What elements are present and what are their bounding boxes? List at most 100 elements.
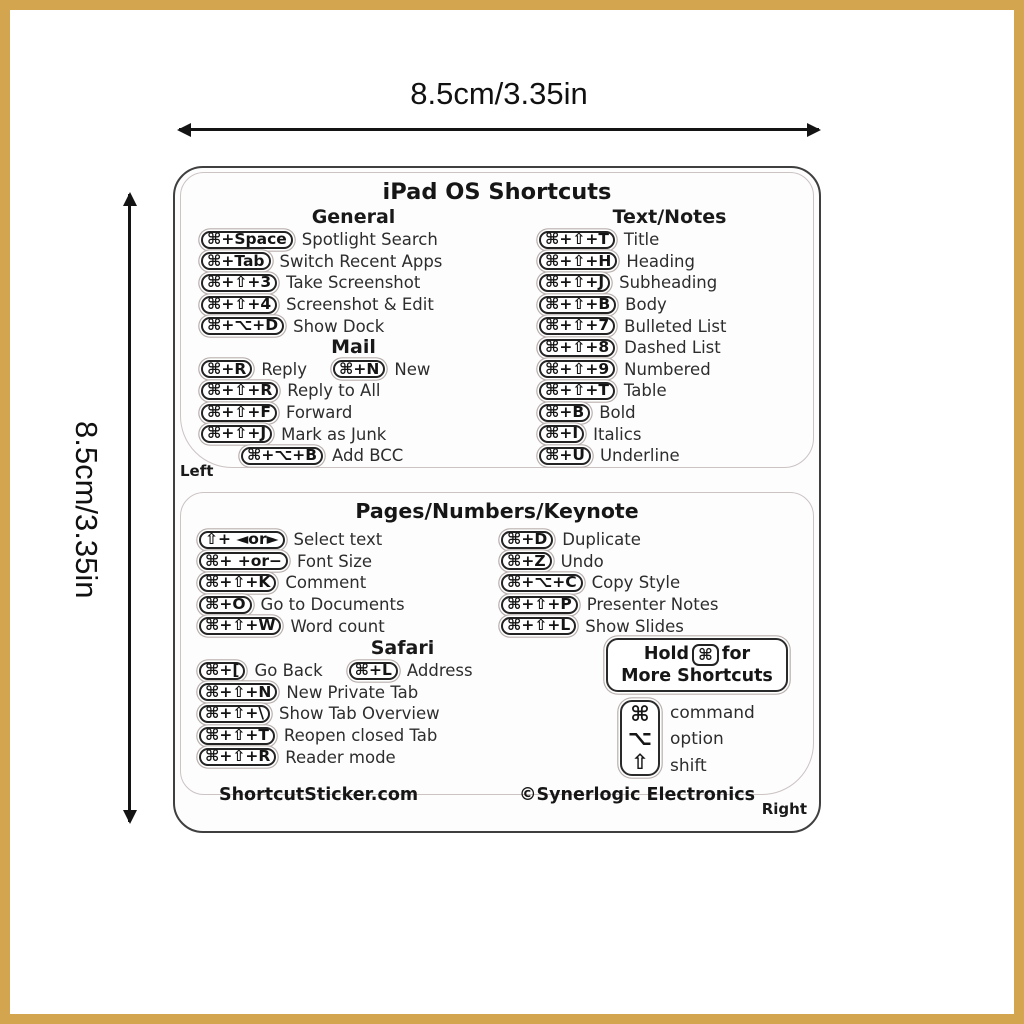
shortcut-description: Numbered: [624, 359, 711, 379]
shortcut-row: ⌘+⇧+H Heading: [539, 251, 813, 273]
keycap: ⌘+L: [348, 661, 398, 680]
shortcut-description: Reopen closed Tab: [283, 726, 438, 746]
copyright-text: ©Synerlogic Electronics: [519, 784, 755, 805]
shortcut-description: Font Size: [297, 551, 373, 571]
shortcut-description: New Private Tab: [286, 682, 419, 702]
keycap: ⌘+⌥+B: [241, 446, 324, 465]
shortcut-description: Reply: [261, 359, 308, 379]
shortcut-row: ⌘+⇧+\ Show Tab Overview: [199, 703, 606, 725]
shortcut-description: Show Dock: [293, 316, 385, 336]
shortcut-description: Undo: [560, 551, 604, 571]
shortcut-row: ⌘+⇧+7 Bulleted List: [539, 315, 813, 337]
option-label: option: [670, 729, 724, 750]
shortcut-description: Table: [623, 381, 667, 401]
brand-website: ShortcutSticker.com: [219, 784, 419, 805]
shortcut-description: Body: [625, 295, 667, 315]
shortcut-row: ⌘+⇧+L Show Slides: [501, 615, 813, 637]
shortcut-description: Spotlight Search: [301, 230, 438, 250]
left-sticker-tag: Left: [180, 462, 214, 480]
keycap: ⌘+⇧+W: [199, 617, 282, 636]
width-arrow: [177, 123, 821, 137]
command-icon: ⌘: [630, 701, 650, 726]
shortcut-description: Select text: [293, 530, 383, 550]
shortcut-description: Underline: [599, 446, 680, 466]
shortcut-row: ⌘+O Go to Documents: [199, 594, 501, 616]
keycap: ⌘+⇧+K: [199, 573, 277, 592]
command-label: command: [670, 702, 755, 723]
keycap: ⌘+⇧+R: [199, 748, 277, 767]
keycap: ⌘+Tab: [201, 252, 271, 271]
keycap: ⌘+⌥+D: [201, 317, 285, 336]
keycap: ⌘+⇧+9: [539, 360, 616, 379]
shortcut-row: ⌘+⌥+D Show Dock: [201, 315, 526, 337]
shortcut-description: Show Tab Overview: [279, 704, 440, 724]
shortcut-description: Dashed List: [624, 338, 721, 358]
keycap: ⌘+⇧+3: [201, 273, 278, 292]
keycap: ⌘+⇧+8: [539, 338, 616, 357]
shortcut-row: ⌘+⇧+9 Numbered: [539, 359, 813, 381]
shortcut-row: ⌘+⇧+T Reopen closed Tab: [199, 725, 606, 747]
shortcut-row: ⌘+Z Undo: [501, 551, 813, 573]
shortcut-row: ⌘+⇧+R Reader mode: [199, 746, 606, 768]
sticker-sheet: iPad OS Shortcuts General ⌘+Space Spotlig…: [173, 166, 821, 833]
keycap: ⌘+⇧+4: [201, 295, 278, 314]
shortcut-row: ⌘+ +or− Font Size: [199, 551, 501, 573]
shift-label: shift: [670, 756, 707, 777]
option-icon: ⌥: [627, 725, 653, 750]
keycap: ⌘+⇧+T: [539, 381, 615, 400]
shortcut-row: ⌘+⇧+T Table: [539, 380, 813, 402]
shortcut-description: New: [394, 359, 431, 379]
left-sticker-panel: iPad OS Shortcuts General ⌘+Space Spotlig…: [180, 172, 814, 468]
shortcut-row: ⌘+⇧+K Comment: [199, 572, 501, 594]
keycap: ⌘+⇧+R: [201, 381, 279, 400]
shortcut-row: ⌘+⇧+4 Screenshot & Edit: [201, 294, 526, 316]
shortcut-row: ⌘+Tab Switch Recent Apps: [201, 251, 526, 273]
shortcut-row: ⌘+⇧+J Subheading: [539, 272, 813, 294]
command-keycap: ⌘: [692, 643, 719, 666]
shortcut-description: Presenter Notes: [586, 595, 719, 615]
shortcut-row: ⌘+⇧+R Reply to All: [201, 380, 526, 402]
keycap: ⌘+Space: [201, 230, 293, 249]
keycap: ⌘+[: [199, 661, 246, 680]
keycap: ⌘+⇧+J: [539, 273, 611, 292]
shortcut-row: ⌘+⇧+J Mark as Junk: [201, 423, 526, 445]
hold-for-more-shortcuts-box: Hold ⌘ for More Shortcuts: [606, 637, 788, 692]
shortcut-description: Title: [623, 230, 660, 250]
shortcut-row: ⌘+B Bold: [539, 402, 813, 424]
section-general: General ⌘+Space Spotlight Search ⌘+Tab Swi…: [181, 206, 526, 467]
right-sticker-panel: Pages/Numbers/Keynote ⇧+ ◄or► Select text…: [180, 492, 814, 805]
shortcut-row: ⌘+I Italics: [539, 423, 813, 445]
keycap: ⌘+B: [539, 403, 591, 422]
section-mail: ⌘+R Reply ⌘+N New ⌘+⇧+R Reply to All ⌘+⇧+F Fo…: [181, 359, 526, 467]
shortcut-row: ⌘+⇧+P Presenter Notes: [501, 594, 813, 616]
shift-icon: ⇧: [631, 749, 649, 774]
width-dimension-label: 8.5cm/3.35in: [410, 76, 588, 111]
modifier-key-legend: ⌘ ⌥ ⇧ command option shift: [620, 699, 813, 780]
modifier-keystack: ⌘ ⌥ ⇧: [620, 699, 660, 776]
keycap: ⌘+ +or−: [199, 552, 289, 571]
section-textnotes: Text/Notes ⌘+⇧+T Title ⌘+⇧+H Heading ⌘+⇧+J…: [526, 206, 813, 467]
shortcut-row: ⌘+Space Spotlight Search: [201, 229, 526, 251]
height-arrow: [123, 192, 137, 824]
shortcut-row: ⌘+⇧+F Forward: [201, 402, 526, 424]
keycap: ⌘+D: [501, 530, 554, 549]
general-header: General: [311, 206, 396, 228]
shortcut-row: ⌘+⇧+N New Private Tab: [199, 682, 606, 704]
shortcut-row: ⌘+[Go Back ⌘+L Address: [199, 660, 606, 682]
shortcut-description: Take Screenshot: [286, 273, 421, 293]
keycap: ⌘+⇧+N: [199, 683, 278, 702]
keycap: ⌘+I: [539, 425, 585, 444]
shortcut-row: ⌘+U Underline: [539, 445, 813, 467]
hold-word: for: [721, 643, 751, 664]
shortcut-description: Bold: [599, 403, 636, 423]
shortcut-description: Add BCC: [332, 446, 404, 466]
shortcut-row: ⌘+⇧+T Title: [539, 229, 813, 251]
shortcut-description: Bulleted List: [624, 316, 727, 336]
shortcut-description: Mark as Junk: [281, 424, 387, 444]
mail-header: Mail: [331, 335, 376, 358]
shortcut-row: ⌘+⇧+3 Take Screenshot: [201, 272, 526, 294]
shortcut-description: Heading: [626, 251, 695, 271]
sticker-title: iPad OS Shortcuts: [382, 179, 612, 205]
shortcut-description: Duplicate: [562, 530, 641, 550]
shortcut-row: ⌘+D Duplicate: [501, 529, 813, 551]
